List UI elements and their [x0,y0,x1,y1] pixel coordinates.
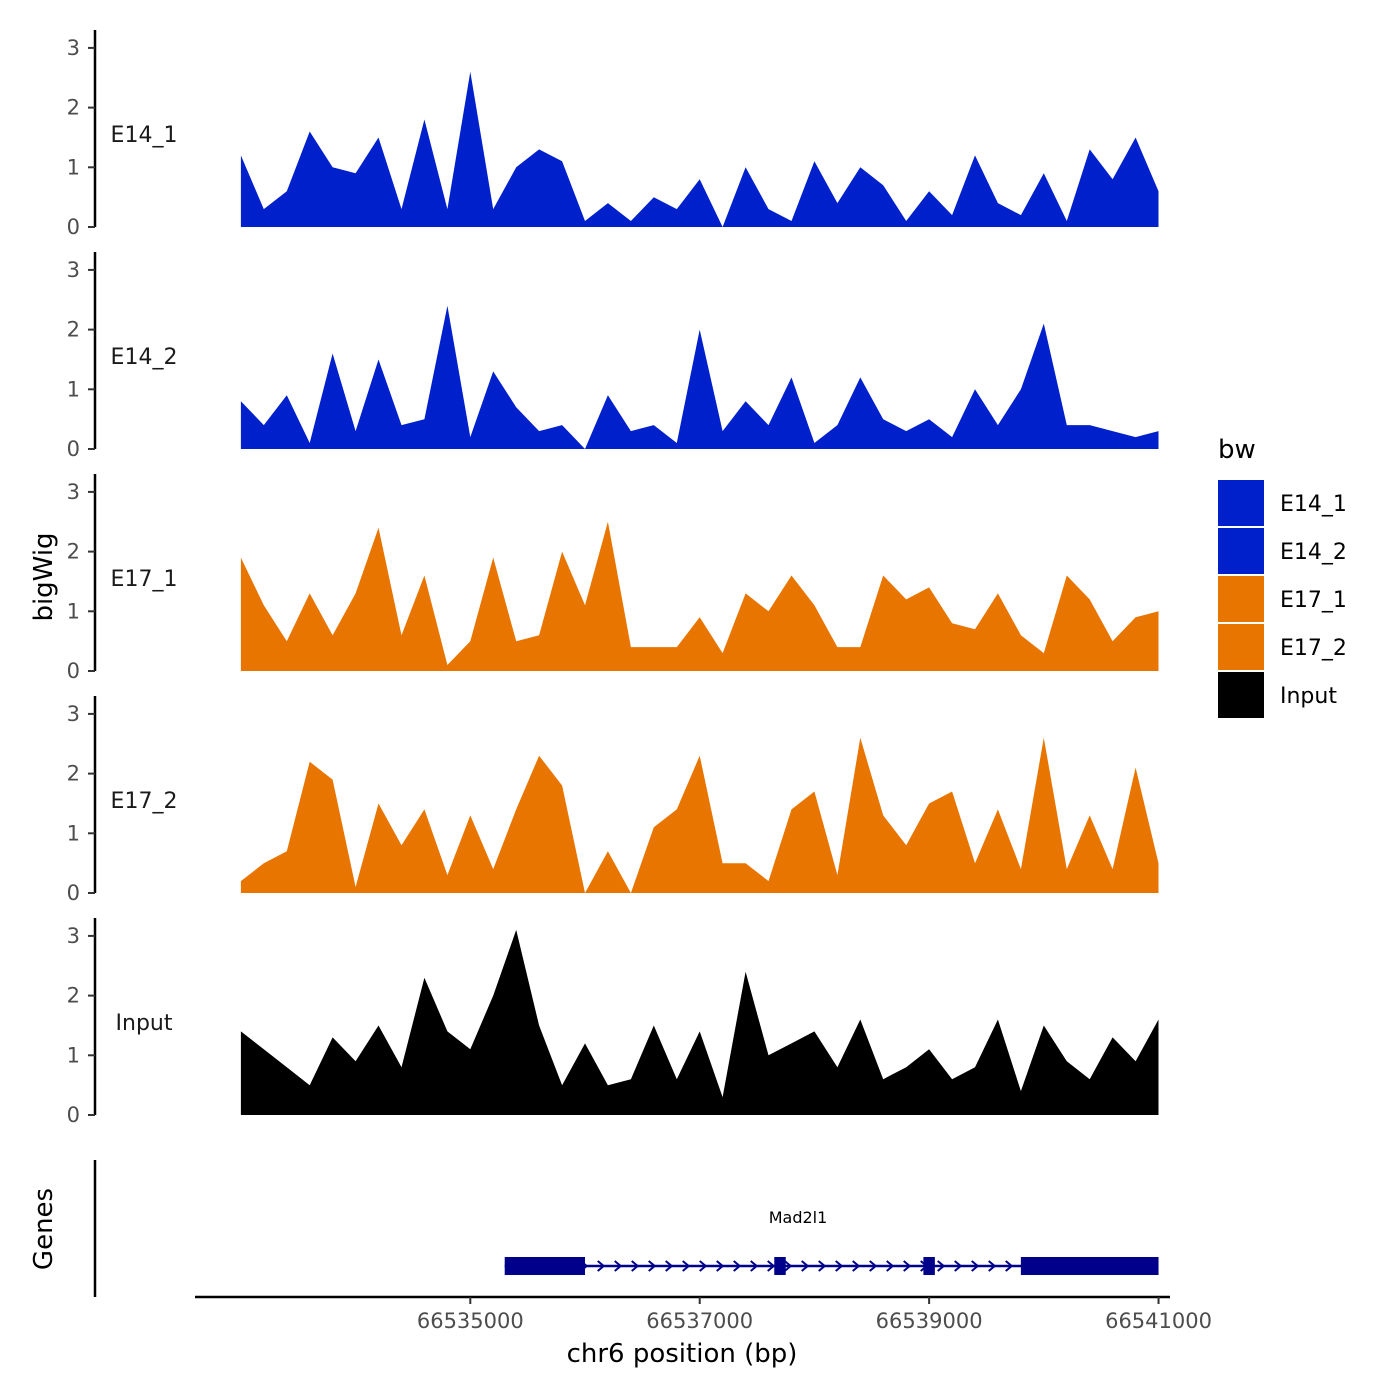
legend-swatch [1218,624,1264,670]
legend-swatch [1218,576,1264,622]
y-tick-label: 1 [67,821,80,845]
x-axis-title: chr6 position (bp) [567,1339,798,1369]
y-tick-label: 2 [67,96,80,120]
y-tick-label: 3 [67,702,80,726]
legend-swatch [1218,672,1264,718]
strand-arrow [869,1260,878,1272]
legend: bw E14_1 E14_2 E17_1 E17_2 Input [1218,435,1347,718]
gene-exon [1020,1257,1159,1275]
legend-label: E17_1 [1280,588,1347,613]
legend-title: bw [1218,435,1256,465]
strand-arrow [954,1260,963,1272]
strand-arrow [852,1260,861,1272]
coverage-area [240,71,1159,227]
strand-arrow [597,1260,606,1272]
legend-label: E17_2 [1280,636,1347,661]
y-tick-label: 0 [67,659,80,683]
coverage-area [240,737,1159,893]
y-tick-label: 1 [67,377,80,401]
strand-arrow [699,1260,708,1272]
track-e14-2: 0 1 2 3 E14_2 [67,252,1159,461]
genes-axis-title: Genes [29,1188,59,1270]
strand-arrow [631,1260,640,1272]
strand-arrow [903,1260,912,1272]
strand-arrow [665,1260,674,1272]
x-tick-label: 66537000 [646,1309,753,1333]
x-axis: 66535000 66537000 66539000 66541000 [195,1295,1212,1333]
strand-arrow [818,1260,827,1272]
strand-arrow [835,1260,844,1272]
track-label: E17_1 [111,567,178,592]
track-e17-1: 0 1 2 3 E17_1 [67,474,1159,683]
gene-name-label: Mad2l1 [769,1208,828,1227]
legend-swatch [1218,528,1264,574]
track-label: Input [116,1011,173,1036]
gene-exon [504,1257,585,1275]
y-tick-label: 1 [67,599,80,623]
strand-arrow [937,1260,946,1272]
y-axis-title: bigWig [29,532,59,621]
coverage-area [240,929,1159,1115]
coverage-area [240,305,1159,449]
y-tick-label: 0 [67,1103,80,1127]
y-tick-label: 3 [67,258,80,282]
y-tick-label: 1 [67,155,80,179]
track-e14-1: 0 1 2 3 E14_1 [67,30,1159,239]
gene-panel: Mad2l1 [93,1160,1159,1297]
strand-arrow [614,1260,623,1272]
strand-arrow [801,1260,810,1272]
strand-arrow [971,1260,980,1272]
y-tick-label: 2 [67,762,80,786]
y-tick-label: 2 [67,984,80,1008]
strand-arrow [988,1260,997,1272]
legend-label: Input [1280,684,1337,709]
strand-arrow [886,1260,895,1272]
track-label: E14_2 [111,345,178,370]
strand-arrow [733,1260,742,1272]
track-e17-2: 0 1 2 3 E17_2 [67,696,1159,905]
track-input: 0 1 2 3 Input [67,918,1159,1127]
x-tick-label: 66539000 [876,1309,983,1333]
y-tick-label: 0 [67,215,80,239]
legend-label: E14_1 [1280,492,1347,517]
strand-arrow [716,1260,725,1272]
legend-swatch [1218,480,1264,526]
track-label: E14_1 [111,123,178,148]
gene-exon [923,1257,935,1275]
y-tick-label: 1 [67,1043,80,1067]
strand-arrow [1005,1260,1014,1272]
strand-arrow [648,1260,657,1272]
legend-label: E14_2 [1280,540,1347,565]
coverage-panels: 0 1 2 3 E14_1 0 1 2 3 E14_2 0 1 2 3 E17_1 0 1 2 3 E17_2 0 1 2 3… [67,30,1159,1127]
x-tick-label: 66535000 [417,1309,524,1333]
coverage-area [240,521,1159,671]
gene-exon [774,1257,786,1275]
y-tick-label: 0 [67,437,80,461]
x-tick-label: 66541000 [1105,1309,1212,1333]
y-tick-label: 2 [67,318,80,342]
strand-arrow [767,1260,776,1272]
strand-arrow [750,1260,759,1272]
track-label: E17_2 [111,789,178,814]
strand-arrow [784,1260,793,1272]
strand-arrow [682,1260,691,1272]
y-tick-label: 2 [67,540,80,564]
y-tick-label: 0 [67,881,80,905]
y-tick-label: 3 [67,36,80,60]
y-tick-label: 3 [67,924,80,948]
y-tick-label: 3 [67,480,80,504]
